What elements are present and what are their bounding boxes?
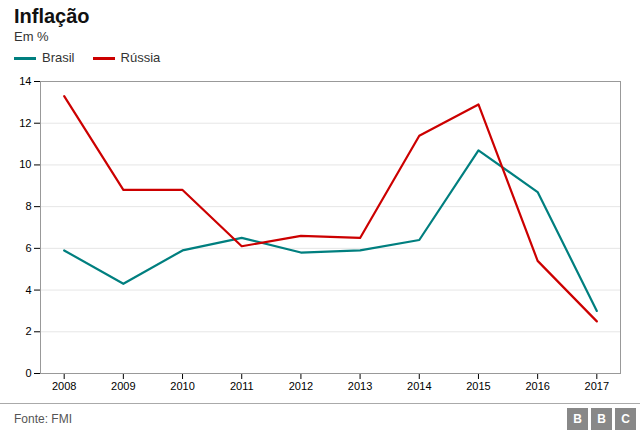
svg-text:2016: 2016	[525, 380, 549, 392]
html-text:C: C	[621, 412, 630, 426]
svg-text:2008: 2008	[52, 380, 76, 392]
svg-text:14: 14	[19, 75, 31, 87]
svg-text:4: 4	[25, 284, 31, 296]
svg-text:2: 2	[25, 325, 31, 337]
svg-text:10: 10	[19, 158, 31, 170]
svg-text:2014: 2014	[407, 380, 431, 392]
html-text:B: B	[573, 412, 582, 426]
svg-text:12: 12	[19, 117, 31, 129]
svg-text:2010: 2010	[170, 380, 194, 392]
svg-text:6: 6	[25, 242, 31, 254]
svg-text:2011: 2011	[230, 380, 254, 392]
html-text:Fonte: FMI: Fonte: FMI	[14, 412, 72, 426]
svg-text:2015: 2015	[466, 380, 490, 392]
svg-text:0: 0	[25, 367, 31, 379]
html-text:Brasil: Brasil	[42, 50, 75, 65]
svg-text:2009: 2009	[111, 380, 135, 392]
svg-text:8: 8	[25, 200, 31, 212]
svg-text:2012: 2012	[289, 380, 313, 392]
html-text:B: B	[597, 412, 606, 426]
svg-text:2013: 2013	[348, 380, 372, 392]
html-text:Rússia: Rússia	[120, 50, 161, 65]
html-text:Inflação: Inflação	[14, 5, 90, 27]
html-text:Em %: Em %	[14, 29, 49, 44]
svg-text:2017: 2017	[585, 380, 609, 392]
